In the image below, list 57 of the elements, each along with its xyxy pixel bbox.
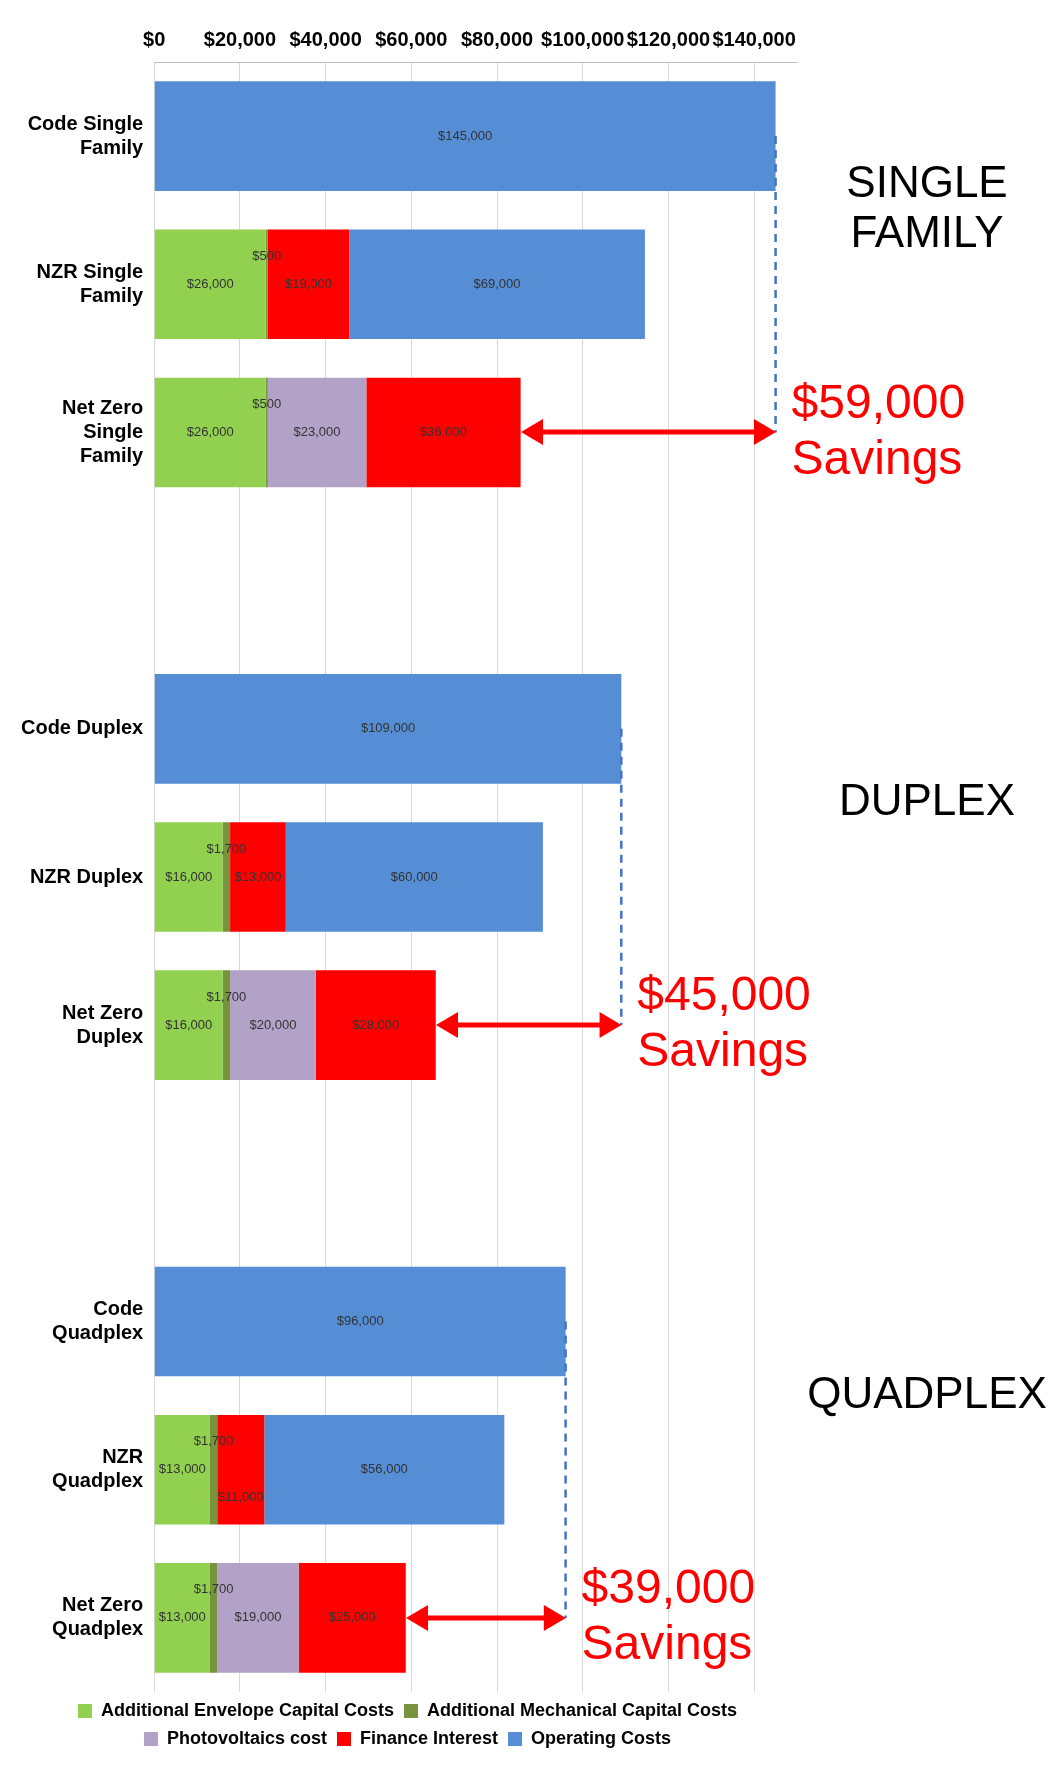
data-label: $16,000 xyxy=(165,868,213,884)
data-label: $16,000 xyxy=(165,1016,213,1032)
data-label: $36,000 xyxy=(419,424,467,440)
x-tick-label: $20,000 xyxy=(203,27,277,50)
data-label: $69,000 xyxy=(473,275,521,291)
legend-label: Operating Costs xyxy=(531,1727,672,1748)
legend-label: Additional Envelope Capital Costs xyxy=(100,1699,394,1720)
data-label: $56,000 xyxy=(360,1461,408,1477)
x-tick-label: $0 xyxy=(143,27,166,50)
x-tick-label: $120,000 xyxy=(626,27,711,50)
text: SINGLE FAMILY xyxy=(846,157,1008,257)
x-tick-label: $140,000 xyxy=(712,27,796,50)
bar xyxy=(154,1266,566,1377)
y-tick-label: Net Zero Single Family xyxy=(62,395,145,466)
bar xyxy=(154,81,776,191)
data-label: $25,000 xyxy=(328,1609,376,1625)
annotation: $39,000 Savings xyxy=(581,1560,756,1670)
bar xyxy=(349,229,645,340)
data-label: $13,000 xyxy=(158,1609,206,1625)
data-label: $96,000 xyxy=(336,1313,384,1329)
y-tick-label: Net Zero Duplex xyxy=(62,1000,144,1047)
bar xyxy=(264,1414,505,1525)
data-label: $11,000 xyxy=(217,1489,264,1505)
data-label: $109,000 xyxy=(360,720,416,736)
data-label: $23,000 xyxy=(293,424,341,440)
data-label: $19,000 xyxy=(285,275,332,291)
data-label: $1,700 xyxy=(206,840,247,856)
data-label: $60,000 xyxy=(390,868,438,884)
y-tick-label: Code Single Family xyxy=(27,111,145,158)
data-label: $13,000 xyxy=(234,868,282,884)
y-tick-label: Code Duplex xyxy=(20,716,144,739)
data-label: $28,000 xyxy=(352,1016,400,1032)
data-label: $13,000 xyxy=(158,1461,206,1477)
legend-label: Additional Mechanical Capital Costs xyxy=(426,1699,738,1720)
data-label: $19,000 xyxy=(234,1609,282,1625)
x-tick-label: $60,000 xyxy=(375,27,448,50)
x-tick-label: $80,000 xyxy=(460,27,534,50)
annotation: $59,000 Savings xyxy=(791,374,966,484)
x-tick-label: $100,000 xyxy=(541,27,625,50)
data-label: $20,000 xyxy=(249,1016,297,1032)
annotation: $45,000 Savings xyxy=(637,967,811,1077)
data-label: $26,000 xyxy=(186,424,234,440)
y-tick-label: NZR Quadplex xyxy=(52,1445,144,1492)
y-tick-label: Net Zero Quadplex xyxy=(52,1593,144,1640)
legend-label: Finance Interest xyxy=(359,1727,499,1748)
x-tick-label: $40,000 xyxy=(289,27,362,50)
legend-label: Photovoltaics cost xyxy=(166,1727,327,1748)
y-tick-label: NZR Duplex xyxy=(29,864,144,887)
data-label: $145,000 xyxy=(438,127,493,143)
data-label: $26,000 xyxy=(186,275,234,291)
y-tick-label: Code Quadplex xyxy=(52,1297,144,1344)
bar xyxy=(154,673,622,784)
text: QUADPLEX xyxy=(807,1367,1047,1417)
text: DUPLEX xyxy=(838,775,1016,825)
data-label: $1,700 xyxy=(193,1433,234,1449)
y-tick-label: NZR Single Family xyxy=(36,259,145,306)
bar xyxy=(285,822,543,932)
